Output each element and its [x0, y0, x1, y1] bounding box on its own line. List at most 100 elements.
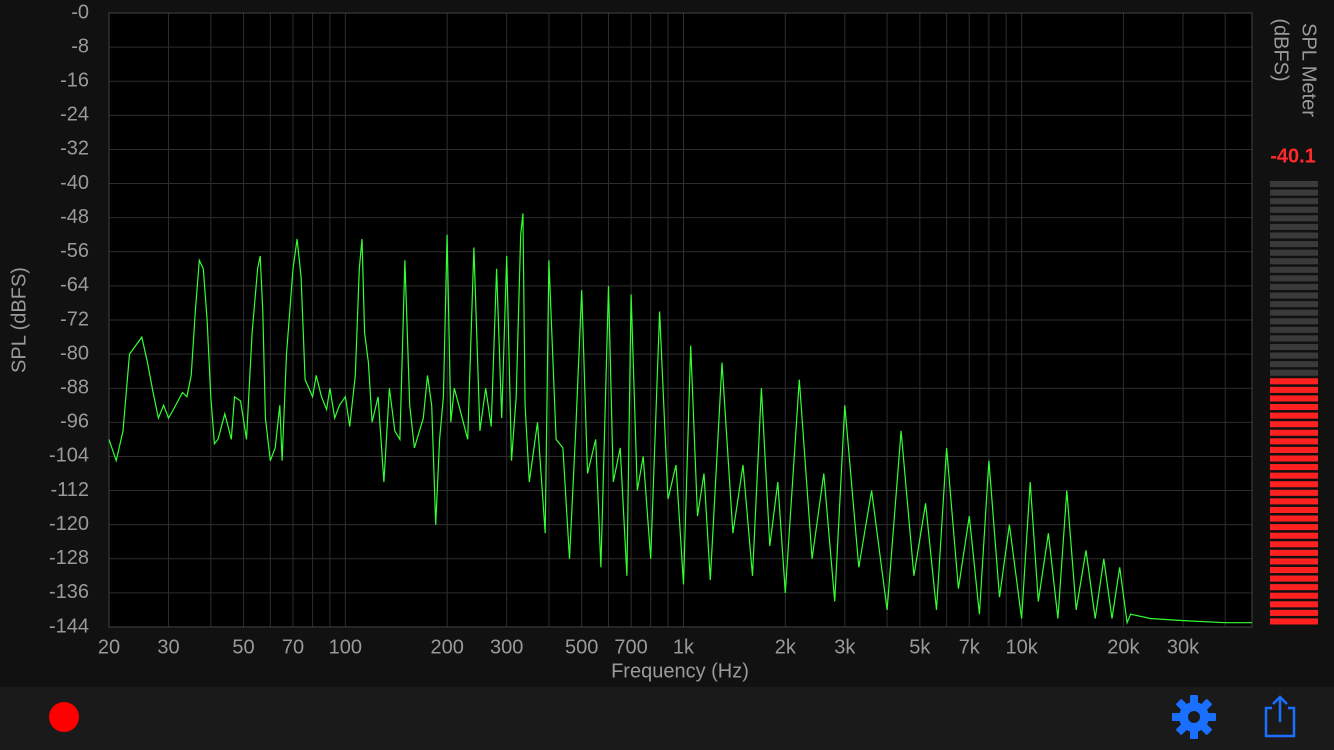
meter-segment	[1270, 369, 1318, 376]
meter-segment	[1270, 309, 1318, 316]
y-tick-label: -80	[60, 342, 89, 364]
meter-segment-lit	[1270, 524, 1318, 531]
meter-segment-lit	[1270, 438, 1318, 445]
x-tick-label: 10k	[1006, 636, 1039, 658]
meter-segment	[1270, 198, 1318, 205]
toolbar	[0, 687, 1334, 750]
x-tick-label: 200	[430, 636, 463, 658]
x-tick-label: 300	[490, 636, 523, 658]
meter-segment	[1270, 223, 1318, 230]
meter-segment-lit	[1270, 412, 1318, 419]
plot-border	[108, 12, 1253, 628]
meter-segment-lit	[1270, 472, 1318, 479]
x-tick-label: 5k	[909, 636, 931, 658]
y-tick-label: -112	[50, 479, 89, 501]
meter-segment	[1270, 249, 1318, 256]
x-tick-label: 50	[232, 636, 254, 658]
meter-segment-lit	[1270, 515, 1318, 522]
meter-title: SPL Meter	[1298, 23, 1320, 117]
meter-segment-lit	[1270, 455, 1318, 462]
meter-segment-lit	[1270, 421, 1318, 428]
x-tick-label: 7k	[959, 636, 981, 658]
y-tick-label: -72	[60, 308, 89, 330]
meter-segment-lit	[1270, 481, 1318, 488]
meter-segment-lit	[1270, 592, 1318, 599]
y-tick-label: -24	[60, 104, 89, 126]
meter-segment-lit	[1270, 395, 1318, 402]
meter-segment-lit	[1270, 386, 1318, 393]
meter-segment	[1270, 206, 1318, 213]
meter-segment-lit	[1270, 584, 1318, 591]
meter-segment	[1270, 283, 1318, 290]
meter-segment-lit	[1270, 429, 1318, 436]
meter-segment	[1270, 292, 1318, 299]
x-tick-label: 500	[565, 636, 598, 658]
x-axis-label: Frequency (Hz)	[611, 660, 749, 682]
y-tick-label: -8	[71, 35, 89, 57]
record-button[interactable]	[49, 702, 79, 732]
meter-segment	[1270, 232, 1318, 239]
meter-segment	[1270, 258, 1318, 265]
meter-segment-lit	[1270, 498, 1318, 505]
x-tick-label: 20	[98, 636, 120, 658]
meter-segment	[1270, 181, 1318, 188]
x-tick-label: 30	[157, 636, 179, 658]
y-tick-label: -48	[60, 206, 89, 228]
meter-segment-lit	[1270, 609, 1318, 616]
y-tick-label: -136	[49, 581, 89, 603]
meter-segment-lit	[1270, 404, 1318, 411]
x-tick-label: 100	[329, 636, 362, 658]
y-tick-label: -64	[60, 274, 89, 296]
meter-segment	[1270, 352, 1318, 359]
meter-segment-lit	[1270, 532, 1318, 539]
meter-segment	[1270, 275, 1318, 282]
y-tick-label: -96	[60, 411, 89, 433]
meter-value: -40.1	[1270, 145, 1316, 167]
meter-segment	[1270, 335, 1318, 342]
meter-title: (dBFS)	[1270, 18, 1292, 81]
meter-segment-lit	[1270, 446, 1318, 453]
meter-segment-lit	[1270, 549, 1318, 556]
meter-segment	[1270, 361, 1318, 368]
share-button[interactable]	[1264, 695, 1296, 738]
y-tick-label: -16	[60, 70, 89, 92]
x-tick-label: 70	[282, 636, 304, 658]
x-tick-label: 3k	[834, 636, 856, 658]
meter-segment	[1270, 301, 1318, 308]
meter-segment-lit	[1270, 506, 1318, 513]
meter-segment-lit	[1270, 575, 1318, 582]
y-tick-label: -120	[49, 513, 89, 535]
meter-segment-lit	[1270, 464, 1318, 471]
y-tick-label: -144	[49, 615, 89, 637]
y-tick-label: -32	[60, 138, 89, 160]
y-tick-label: -0	[71, 1, 89, 23]
meter-segment	[1270, 318, 1318, 325]
x-tick-label: 700	[614, 636, 647, 658]
meter-segment	[1270, 343, 1318, 351]
y-tick-label: -104	[49, 445, 89, 467]
meter-segment-lit	[1270, 489, 1318, 496]
meter-segment-lit	[1270, 566, 1318, 574]
y-axis-label: SPL (dBFS)	[8, 267, 30, 373]
spectrum-line	[108, 213, 1252, 625]
y-tick-label: -88	[60, 377, 89, 399]
y-tick-label: -40	[60, 172, 89, 194]
x-tick-label: 30k	[1167, 636, 1200, 658]
settings-button[interactable]	[1172, 695, 1216, 739]
meter-segment-lit	[1270, 541, 1318, 548]
meter-segment-lit	[1270, 601, 1318, 608]
meter-segment	[1270, 326, 1318, 333]
x-tick-label: 1k	[673, 636, 695, 658]
meter-segment	[1270, 266, 1318, 273]
meter-segment	[1270, 241, 1318, 248]
meter-segment-lit	[1270, 618, 1318, 625]
meter-segment-lit	[1270, 378, 1318, 385]
y-tick-label: -128	[49, 547, 89, 569]
plot	[108, 12, 1253, 628]
meter-segment-lit	[1270, 558, 1318, 565]
x-tick-label: 20k	[1107, 636, 1140, 658]
x-tick-label: 2k	[775, 636, 797, 658]
y-tick-label: -56	[60, 240, 89, 262]
meter-segment	[1270, 189, 1318, 196]
